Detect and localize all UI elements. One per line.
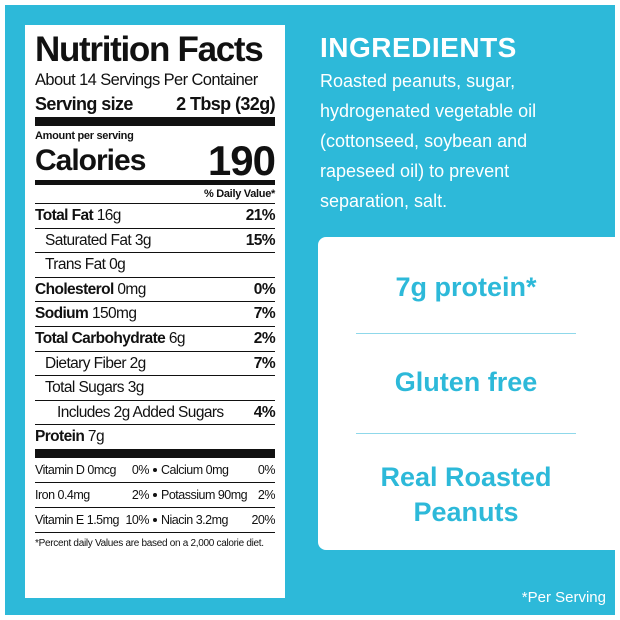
serving-size: Serving size 2 Tbsp (32g) xyxy=(35,91,276,126)
nutrient-row: Protein 7g xyxy=(35,424,275,458)
nutrient-dv: 2% xyxy=(253,329,276,347)
servings: About 14 Servings Per Container xyxy=(35,71,258,89)
nutrient-amount: 3g xyxy=(134,231,152,249)
calories-label: Calories xyxy=(35,144,146,177)
calories-row: Calories 190 xyxy=(35,137,276,185)
nutrient-amount: 0mg xyxy=(117,280,146,298)
nutrient-row: Dietary Fiber 2g 7% xyxy=(35,350,276,376)
highlights-card: 7g protein* Gluten free Real Roasted Pea… xyxy=(318,237,615,550)
vitamins: Vitamin D 0mcg 0% Calcium 0mg 0% Iron 0.4mg… xyxy=(35,458,276,532)
vitamin-name: Calcium 0mg xyxy=(161,462,229,477)
serving-size-label: Serving size xyxy=(35,94,133,114)
nutrient-name: Protein xyxy=(35,428,85,446)
highlight: Gluten free xyxy=(394,367,538,397)
vitamin-name: Vitamin E 1.5mg xyxy=(35,512,119,527)
vitamin-name: Iron 0.4mg xyxy=(35,487,90,502)
ingredients-heading: INGREDIENTS xyxy=(320,32,517,63)
nutrient-name: Includes 2g Added Sugars xyxy=(57,403,224,421)
vitamin-dv: 0% xyxy=(257,462,276,477)
ingredients-text: Roasted peanuts, sugar, hydrogenated veg… xyxy=(320,71,537,211)
nutrient-amount: 2g xyxy=(129,354,147,372)
nutrient-name: Dietary Fiber xyxy=(45,354,127,372)
nutrient-dv: 0% xyxy=(253,280,276,298)
vitamin-dv: 10% xyxy=(125,512,149,527)
vitamin-dv: 2% xyxy=(131,487,150,502)
nutrient-row: Total Fat 16g 21% xyxy=(35,203,276,228)
nutrient-name: Saturated Fat xyxy=(45,231,132,249)
vitamin-name: Vitamin D 0mcg xyxy=(35,462,117,477)
vitamin-row: Iron 0.4mg 2% Potassium 90mg 2% xyxy=(35,481,276,507)
vitamin-name: Potassium 90mg xyxy=(161,487,248,502)
nutrient-row: Includes 2g Added Sugars 4% xyxy=(35,399,276,425)
nutrient-name: Sodium xyxy=(35,305,89,323)
separator xyxy=(153,517,157,522)
label-title: Nutrition Facts xyxy=(35,30,264,69)
nutrient-amount: 16g xyxy=(96,207,122,224)
nutrient-name: Trans Fat xyxy=(45,256,106,274)
separator xyxy=(153,492,157,497)
divider xyxy=(356,433,576,434)
nutrient-dv: 7% xyxy=(253,354,276,372)
nutrient-row: Total Carbohydrate 6g 2% xyxy=(35,325,276,351)
highlight: 7g protein* xyxy=(395,272,537,302)
vitamin-dv: 0% xyxy=(131,462,150,477)
vitamin-row: Vitamin D 0mcg 0% Calcium 0mg 0% xyxy=(35,458,276,482)
highlight: Real Roasted Peanuts xyxy=(380,462,552,527)
nutrient-dv: 4% xyxy=(253,403,276,421)
vitamin-row: Vitamin E 1.5mg 10% Niacin 3.2mg 20% xyxy=(35,506,275,532)
nutrient-dv: 7% xyxy=(253,305,276,323)
nutrient-row: Saturated Fat 3g 15% xyxy=(35,227,276,253)
nutrient-row: Trans Fat 0g xyxy=(35,252,275,277)
label-footnote: *Percent daily Values are based on a 2,0… xyxy=(35,531,275,555)
nutrient-amount: 6g xyxy=(168,329,186,347)
vitamin-dv: 20% xyxy=(251,512,275,527)
nutrient-dv: 21% xyxy=(245,207,276,224)
nutrient-amount: 7g xyxy=(87,428,105,446)
vitamin-name: Niacin 3.2mg xyxy=(161,512,228,527)
nutrient-dv: 15% xyxy=(245,231,276,249)
nutrient-amount: 150mg xyxy=(91,305,137,323)
daily-value-header: % Daily Value* xyxy=(203,188,275,200)
nutrient-row: Cholesterol 0mg 0% xyxy=(35,276,276,302)
nutrient-amount: 3g xyxy=(127,379,145,397)
divider xyxy=(356,333,576,334)
amount-per-serving: Amount per serving xyxy=(35,130,134,142)
per-serving-footnote: *Per Serving xyxy=(521,589,606,606)
nutrient-name: Total Sugars xyxy=(45,379,125,397)
nutrition-label: Nutrition Facts About 14 Servings Per Co… xyxy=(25,25,285,598)
separator xyxy=(153,467,157,472)
serving-size-value: 2 Tbsp (32g) xyxy=(176,94,275,114)
nutrient-row: Sodium 150mg 7% xyxy=(35,301,276,326)
nutrient-name: Total Fat xyxy=(35,207,94,224)
nutrient-name: Cholesterol xyxy=(35,280,114,298)
nutrient-amount: 0g xyxy=(109,256,126,274)
nutrient-row: Total Sugars 3g xyxy=(35,375,275,400)
calories-value: 190 xyxy=(207,137,276,184)
vitamin-dv: 2% xyxy=(257,487,276,502)
nutrient-name: Total Carbohydrate xyxy=(35,329,166,347)
